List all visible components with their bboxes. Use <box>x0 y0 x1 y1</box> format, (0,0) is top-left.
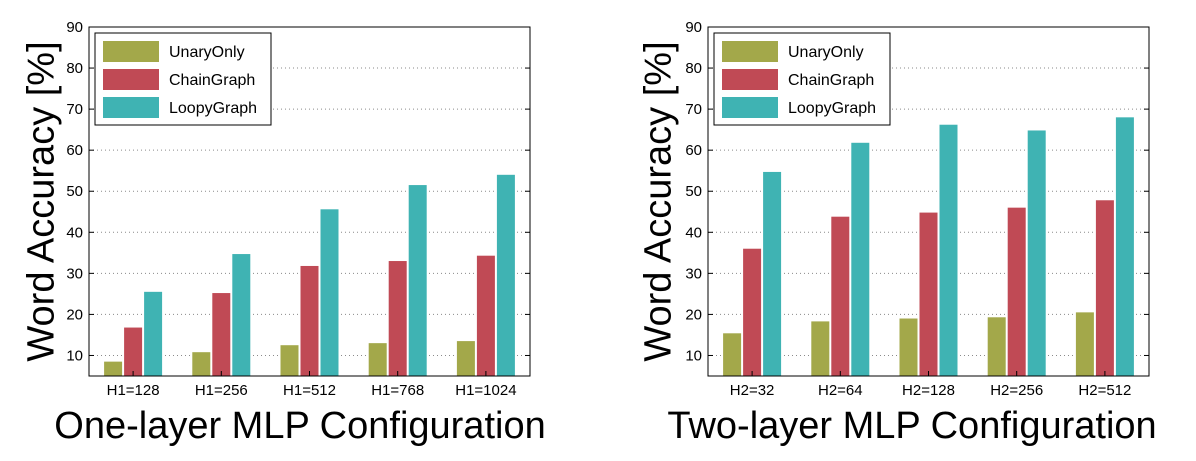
y-tick-label: 50 <box>685 183 702 200</box>
y-tick-label: 60 <box>66 142 83 159</box>
bar-loopygraph-1 <box>232 254 251 376</box>
y-tick-label: 40 <box>66 224 83 241</box>
bar-unaryonly-4 <box>456 341 475 376</box>
y-tick-label: 40 <box>685 224 702 241</box>
bar-chaingraph-4 <box>1095 200 1114 376</box>
bar-loopygraph-2 <box>320 209 339 376</box>
bar-chaingraph-2 <box>919 212 938 376</box>
y-tick-label: 80 <box>66 60 83 77</box>
bar-loopygraph-4 <box>1115 117 1134 377</box>
bar-unaryonly-2 <box>280 345 299 376</box>
bar-loopygraph-4 <box>496 174 515 376</box>
x-tick-label: H2=128 <box>902 382 955 399</box>
bar-unaryonly-3 <box>987 317 1006 376</box>
x-tick-label: H1=512 <box>283 382 336 399</box>
y-tick-label: 90 <box>66 19 83 36</box>
y-tick-label: 30 <box>66 265 83 282</box>
y-axis-label: Word Accuracy [%] <box>20 41 62 361</box>
y-tick-label: 70 <box>685 101 702 118</box>
legend-swatch-unaryonly <box>722 41 778 62</box>
y-tick-label: 30 <box>685 265 702 282</box>
legend-swatch-loopygraph <box>103 97 159 118</box>
bar-unaryonly-2 <box>899 318 918 376</box>
bar-chaingraph-4 <box>476 255 495 376</box>
bar-chaingraph-0 <box>124 327 143 376</box>
bar-loopygraph-1 <box>851 142 870 376</box>
bar-chaingraph-1 <box>212 293 231 376</box>
legend-label-loopygraph: LoopyGraph <box>788 100 876 117</box>
y-tick-label: 80 <box>685 60 702 77</box>
x-tick-label: H2=512 <box>1078 382 1131 399</box>
bar-unaryonly-3 <box>368 343 387 376</box>
y-tick-label: 60 <box>685 142 702 159</box>
legend-swatch-loopygraph <box>722 97 778 118</box>
bar-unaryonly-1 <box>811 321 830 376</box>
bar-loopygraph-3 <box>1027 130 1046 376</box>
y-tick-label: 10 <box>66 347 83 364</box>
bar-loopygraph-0 <box>144 291 163 376</box>
x-tick-label: H1=256 <box>195 382 248 399</box>
bar-unaryonly-1 <box>192 352 211 376</box>
bar-unaryonly-0 <box>104 361 123 376</box>
legend: UnaryOnly ChainGraph LoopyGraph <box>94 32 272 126</box>
legend-label-loopygraph: LoopyGraph <box>169 100 257 117</box>
chart-panel-two-layer: 10 20 30 40 50 60 70 80 90 H2=32 H2=64 H2=128 H2=256… <box>637 19 1156 447</box>
bar-chaingraph-3 <box>1007 207 1026 376</box>
bar-loopygraph-2 <box>939 124 958 376</box>
legend: UnaryOnly ChainGraph LoopyGraph <box>713 32 891 126</box>
y-tick-label: 90 <box>685 19 702 36</box>
x-tick-label: H2=32 <box>730 382 775 399</box>
legend-swatch-chaingraph <box>103 69 159 90</box>
bar-chaingraph-2 <box>300 265 319 376</box>
y-axis-label: Word Accuracy [%] <box>637 41 679 361</box>
x-tick-label: H1=128 <box>107 382 160 399</box>
x-tick-label: H1=1024 <box>455 382 516 399</box>
x-axis-label: One-layer MLP Configuration <box>54 405 545 447</box>
legend-label-chaingraph: ChainGraph <box>788 72 874 89</box>
x-axis-label: Two-layer MLP Configuration <box>667 405 1156 447</box>
x-tick-label: H2=64 <box>818 382 863 399</box>
bar-loopygraph-0 <box>763 171 782 376</box>
legend-label-unaryonly: UnaryOnly <box>788 44 864 61</box>
legend-label-unaryonly: UnaryOnly <box>169 44 245 61</box>
y-tick-label: 20 <box>66 306 83 323</box>
bar-loopygraph-3 <box>408 185 427 376</box>
bar-unaryonly-4 <box>1075 312 1094 376</box>
legend-swatch-chaingraph <box>722 69 778 90</box>
bar-chaingraph-0 <box>743 248 762 376</box>
chart-panel-one-layer: 10 20 30 40 50 60 70 80 90 H1=128 H1=256 H1=512 H1=7… <box>20 19 545 447</box>
y-tick-label: 70 <box>66 101 83 118</box>
bar-chaingraph-3 <box>388 261 407 376</box>
legend-label-chaingraph: ChainGraph <box>169 72 255 89</box>
y-tick-label: 10 <box>685 347 702 364</box>
x-tick-label: H1=768 <box>371 382 424 399</box>
y-tick-label: 20 <box>685 306 702 323</box>
bar-unaryonly-0 <box>723 333 742 376</box>
bar-chaingraph-1 <box>831 216 850 376</box>
y-tick-label: 50 <box>66 183 83 200</box>
legend-swatch-unaryonly <box>103 41 159 62</box>
x-tick-label: H2=256 <box>990 382 1043 399</box>
